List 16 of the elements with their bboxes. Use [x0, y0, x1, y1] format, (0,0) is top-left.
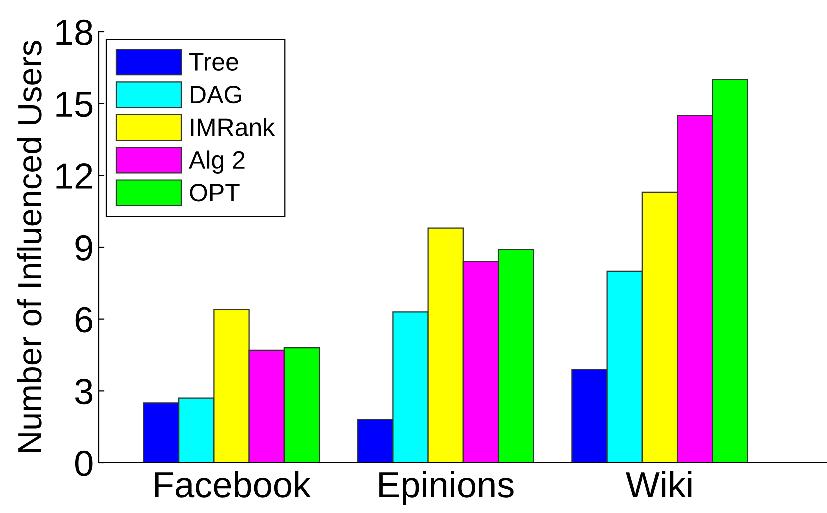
y-axis-title: Number of Influenced Users [17, 41, 42, 452]
legend-label: Alg 2 [189, 150, 245, 174]
y-tick-label: 18 [56, 20, 93, 46]
y-tick-label: 12 [56, 164, 92, 189]
x-tick-label: Facebook [155, 471, 312, 498]
y-tick-label: 6 [76, 307, 93, 333]
x-tick-label: Wiki [626, 471, 692, 498]
legend-label: Tree [190, 54, 238, 71]
y-tick-label: 3 [75, 379, 93, 405]
y-tick-label: 15 [56, 92, 93, 118]
y-tick-label: 0 [75, 450, 93, 476]
legend-label: DAG [191, 86, 242, 104]
legend-label: OPT [190, 184, 240, 202]
legend-label: IMRank [191, 118, 276, 136]
y-tick-label: 9 [76, 235, 92, 261]
x-tick-label: Epinions [380, 471, 514, 505]
